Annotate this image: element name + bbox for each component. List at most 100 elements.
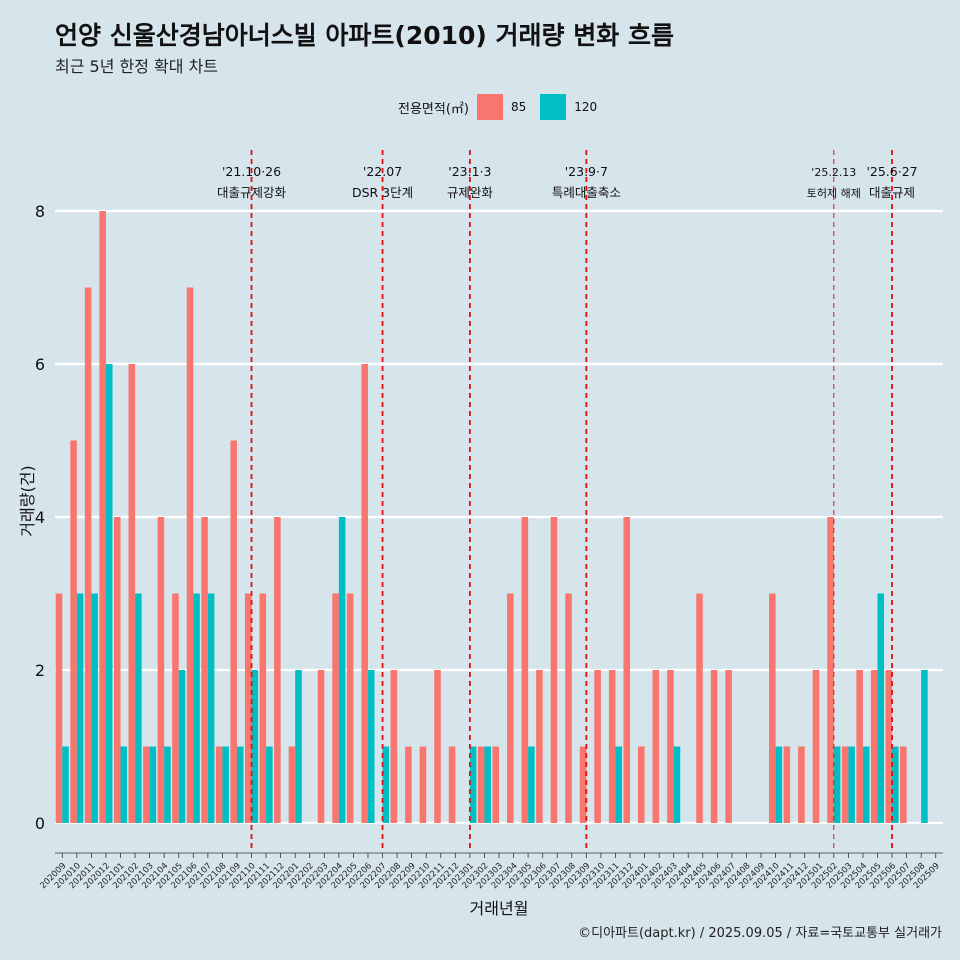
bar-120-202506 bbox=[892, 746, 899, 823]
bar-120-202104 bbox=[164, 746, 171, 823]
bar-120-202508 bbox=[921, 670, 928, 823]
legend-swatch-120 bbox=[540, 94, 567, 120]
event-label-text: 규제완화 bbox=[447, 185, 494, 200]
bar-85-202110 bbox=[244, 593, 252, 823]
bar-85-202303 bbox=[492, 746, 499, 823]
bar-120-202108 bbox=[222, 746, 229, 823]
bar-120-202103 bbox=[149, 746, 157, 823]
legend-title: 전용면적(㎡) bbox=[398, 101, 469, 117]
legend-label-85: 85 bbox=[510, 100, 527, 114]
bar-120-202302 bbox=[484, 746, 491, 823]
bar-85-202308 bbox=[565, 593, 572, 823]
bar-85-202210 bbox=[419, 746, 427, 823]
bar-120-202504 bbox=[862, 746, 870, 823]
legend-label-120: 120 bbox=[574, 100, 598, 114]
event-label-text: 대출규제강화 bbox=[217, 185, 287, 200]
bar-85-202411 bbox=[783, 746, 791, 823]
y-tick-label: 8 bbox=[35, 202, 45, 221]
bar-120-202102 bbox=[135, 593, 142, 823]
bar-85-202205 bbox=[346, 593, 354, 823]
bar-85-202312 bbox=[623, 517, 631, 823]
event-label-date: '21.10·26 bbox=[222, 164, 281, 179]
x-axis-title: 거래년월 bbox=[470, 899, 529, 918]
bar-85-202401 bbox=[638, 746, 645, 823]
bar-120-202311 bbox=[615, 746, 623, 823]
bar-85-202209 bbox=[405, 746, 412, 823]
event-label-text: 토허제 해제 bbox=[807, 186, 861, 200]
bar-120-202010 bbox=[76, 593, 84, 823]
bar-85-202204 bbox=[332, 593, 339, 823]
bar-120-202109 bbox=[236, 746, 244, 823]
bar-120-202111 bbox=[266, 746, 273, 823]
event-label-date: '23.1·3 bbox=[448, 164, 491, 179]
bar-85-202203 bbox=[317, 670, 325, 823]
bar-85-202304 bbox=[507, 593, 514, 823]
event-label-date: '22.07 bbox=[363, 164, 402, 179]
bar-120-202201 bbox=[295, 670, 302, 823]
bar-120-202410 bbox=[775, 746, 783, 823]
y-tick-label: 0 bbox=[35, 814, 45, 833]
bar-120-202502 bbox=[833, 746, 841, 823]
bar-120-202012 bbox=[105, 364, 113, 823]
event-label-date: '23.9·7 bbox=[565, 164, 608, 179]
bar-85-202501 bbox=[812, 670, 820, 823]
bar-85-202407 bbox=[725, 670, 732, 823]
bar-85-202012 bbox=[99, 211, 106, 823]
bar-85-202403 bbox=[667, 670, 674, 823]
event-label-text: 대출규제 bbox=[869, 185, 915, 200]
bar-85-202009 bbox=[55, 593, 63, 823]
y-tick-label: 6 bbox=[35, 355, 45, 374]
bar-85-202311 bbox=[608, 670, 616, 823]
chart-title: 언양 신울산경남아너스빌 아파트(2010) 거래량 변화 흐름 bbox=[55, 21, 674, 50]
bar-85-202211 bbox=[434, 670, 441, 823]
bar-85-202103 bbox=[143, 746, 150, 823]
bar-120-202105 bbox=[178, 670, 186, 823]
bar-120-202305 bbox=[528, 746, 535, 823]
bar-120-202107 bbox=[207, 593, 215, 823]
legend: 전용면적(㎡) 85 120 bbox=[398, 93, 611, 121]
bar-85-202503 bbox=[841, 746, 849, 823]
bar-85-202109 bbox=[230, 440, 237, 823]
bar-85-202406 bbox=[710, 670, 718, 823]
bar-85-202010 bbox=[70, 440, 77, 823]
bar-85-202306 bbox=[536, 670, 543, 823]
bar-120-202106 bbox=[193, 593, 200, 823]
event-label-text: 특례대출축소 bbox=[552, 185, 621, 200]
bar-85-202405 bbox=[696, 593, 703, 823]
bar-85-202305 bbox=[521, 517, 529, 823]
bar-85-202506 bbox=[885, 670, 893, 823]
bar-85-202309 bbox=[579, 746, 587, 823]
bar-85-202505 bbox=[870, 670, 878, 823]
source-caption: ©디아파트(dapt.kr) / 2025.09.05 / 자료=국토교통부 실… bbox=[578, 926, 942, 941]
bar-85-202201 bbox=[288, 746, 296, 823]
bar-85-202310 bbox=[594, 670, 601, 823]
bar-85-202112 bbox=[274, 517, 281, 823]
bar-85-202106 bbox=[186, 287, 194, 823]
bar-85-202402 bbox=[652, 670, 660, 823]
bar-85-202104 bbox=[157, 517, 165, 823]
bar-120-202206 bbox=[367, 670, 375, 823]
bar-85-202206 bbox=[361, 364, 368, 823]
bar-85-202212 bbox=[448, 746, 456, 823]
bar-85-202507 bbox=[900, 746, 907, 823]
bar-120-202301 bbox=[469, 746, 477, 823]
bar-120-202110 bbox=[251, 670, 259, 823]
bar-85-202307 bbox=[550, 517, 558, 823]
bar-85-202107 bbox=[201, 517, 208, 823]
bar-85-202504 bbox=[856, 670, 863, 823]
bar-85-202502 bbox=[827, 517, 834, 823]
bar-85-202102 bbox=[128, 364, 136, 823]
event-label-text: DSR 3단계 bbox=[352, 185, 413, 200]
chart-subtitle: 최근 5년 한정 확대 차트 bbox=[55, 57, 219, 76]
bar-120-202207 bbox=[382, 746, 390, 823]
bar-120-202011 bbox=[91, 593, 98, 823]
y-tick-label: 2 bbox=[35, 661, 45, 680]
bar-120-202503 bbox=[848, 746, 855, 823]
bar-85-202111 bbox=[259, 593, 267, 823]
bar-120-202101 bbox=[120, 746, 128, 823]
y-tick-label: 4 bbox=[35, 508, 45, 527]
y-axis-title: 거래량(건) bbox=[18, 465, 37, 536]
legend-swatch-85 bbox=[476, 94, 503, 120]
bar-120-202403 bbox=[673, 746, 681, 823]
